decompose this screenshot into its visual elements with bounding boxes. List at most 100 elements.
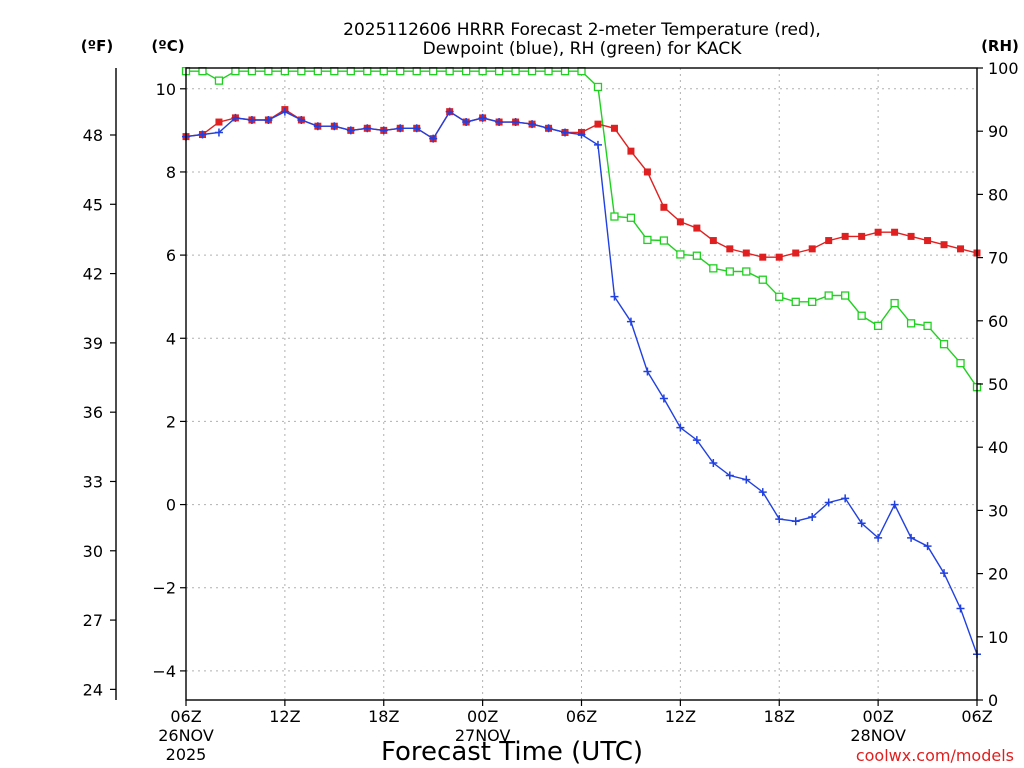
- x-tick-date: 26NOV: [158, 726, 214, 745]
- rh-point: [890, 298, 899, 308]
- rh-unit-label: (RH): [981, 37, 1019, 55]
- rh-point: [808, 297, 817, 306]
- rh-point: [923, 321, 932, 331]
- celsius-unit-label: (ºC): [151, 37, 184, 55]
- x-tick-label: 18Z: [764, 707, 795, 726]
- rh-point: [429, 67, 438, 76]
- x-tick-label: 18Z: [368, 707, 399, 726]
- rh-point: [725, 267, 734, 276]
- rh-tick-label: 20: [988, 565, 1008, 584]
- dewpoint-point: [495, 118, 504, 127]
- dewpoint-point: [758, 488, 767, 497]
- dewpoint-point: [626, 317, 635, 326]
- chart-title-line-1: 2025112606 HRRR Forecast 2-meter Tempera…: [343, 20, 821, 40]
- rh-point: [791, 297, 800, 306]
- rh-tick-label: 90: [988, 122, 1008, 141]
- x-tick-label: 00Z: [862, 707, 893, 726]
- temperature-point: [627, 147, 635, 155]
- temperature-point: [215, 118, 223, 126]
- dewpoint-point: [231, 113, 240, 122]
- rh-point: [231, 67, 240, 76]
- dewpoint-point: [396, 124, 405, 133]
- dewpoint-point: [956, 604, 965, 613]
- dewpoint-point: [775, 515, 784, 524]
- rh-point: [676, 250, 685, 259]
- plot-frame: [185, 67, 978, 701]
- temperature-point: [841, 232, 849, 240]
- rh-point: [742, 267, 751, 276]
- rh-point: [313, 67, 322, 76]
- temperature-point: [940, 241, 948, 249]
- temperature-point: [759, 253, 767, 261]
- dewpoint-point: [445, 107, 454, 116]
- fahrenheit-unit-label: (ºF): [81, 37, 113, 55]
- rh-point: [445, 67, 454, 76]
- rh-point: [511, 67, 520, 76]
- dewpoint-point: [824, 498, 833, 507]
- temperature-point: [726, 245, 734, 253]
- temperature-point: [676, 218, 684, 226]
- rh-point: [478, 67, 487, 76]
- credit-text: coolwx.com/models: [856, 746, 1014, 765]
- rh-point: [297, 67, 306, 76]
- celsius-tick-label: 0: [166, 496, 176, 515]
- rh-point: [527, 67, 537, 76]
- rh-point: [461, 67, 471, 76]
- dewpoint-point: [478, 113, 487, 122]
- dewpoint-point: [692, 436, 701, 445]
- rh-point: [593, 82, 603, 92]
- fahrenheit-tick-label: 24: [83, 680, 103, 699]
- fahrenheit-tick-label: 42: [83, 265, 103, 284]
- temperature-point: [643, 168, 651, 176]
- celsius-tick-label: 8: [166, 163, 176, 182]
- dewpoint-point: [280, 107, 289, 116]
- dewpoint-point: [610, 292, 619, 301]
- dewpoint-point: [544, 124, 553, 133]
- rh-point: [841, 291, 850, 300]
- dewpoint-point: [907, 533, 916, 542]
- rh-point: [775, 292, 784, 301]
- dewpoint-point: [264, 115, 273, 124]
- rh-point: [873, 321, 883, 331]
- x-axis-label: Forecast Time (UTC): [381, 737, 643, 767]
- rh-point: [610, 212, 619, 221]
- temperature-point: [907, 232, 915, 240]
- dewpoint-point: [297, 115, 306, 124]
- x-tick-label: 12Z: [665, 707, 696, 726]
- rh-point: [643, 235, 652, 245]
- rh-point: [577, 67, 586, 76]
- dewpoint-point: [923, 542, 932, 551]
- celsius-tick-label: 10: [156, 80, 176, 99]
- fahrenheit-tick-label: 36: [83, 403, 103, 422]
- rh-point: [906, 319, 916, 328]
- temperature-point: [924, 237, 932, 245]
- rh-point: [824, 291, 833, 300]
- rh-point: [280, 67, 290, 76]
- rh-point: [214, 76, 224, 85]
- rh-point: [857, 311, 866, 320]
- rh-point: [956, 358, 965, 368]
- rh-tick-label: 30: [988, 501, 1008, 520]
- rh-point: [247, 67, 257, 76]
- temperature-point: [693, 224, 701, 232]
- temperature-point: [610, 124, 618, 132]
- dewpoint-point: [429, 134, 438, 143]
- temperature-point: [792, 249, 800, 257]
- rh-point: [692, 251, 702, 260]
- chart-title-line-2: Dewpoint (blue), RH (green) for KACK: [423, 39, 743, 59]
- x-tick-label: 00Z: [467, 707, 498, 726]
- x-tick-label: 06Z: [170, 707, 201, 726]
- dewpoint-point: [791, 517, 800, 526]
- fahrenheit-tick-label: 48: [83, 126, 103, 145]
- fahrenheit-tick-label: 39: [83, 334, 103, 353]
- celsius-tick-label: 6: [166, 246, 176, 265]
- dewpoint-point: [874, 533, 883, 542]
- dewpoint-point: [808, 513, 817, 522]
- x-tick-year: 2025: [166, 745, 207, 764]
- temperature-point: [825, 237, 833, 245]
- dewpoint-point: [363, 124, 372, 133]
- rh-point: [560, 67, 570, 76]
- dewpoint-point: [709, 459, 718, 467]
